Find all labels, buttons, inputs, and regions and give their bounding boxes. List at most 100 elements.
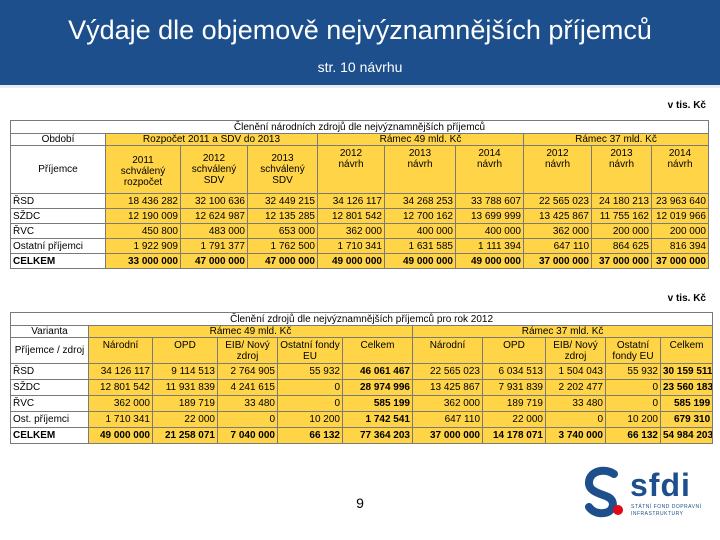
cell: 679 310: [659, 411, 714, 428]
cell: 864 625: [591, 238, 652, 254]
cell: 54 984 203: [659, 427, 714, 444]
national-sources-table: Členění národních zdrojů dle nejvýznamně…: [10, 120, 709, 269]
header-divider: [0, 85, 720, 88]
cell: 22 000: [152, 411, 218, 428]
row-label: CELKEM: [10, 427, 89, 444]
header-sub: schválený: [191, 164, 237, 175]
header-narodni: Národní: [412, 337, 483, 364]
cell: 0: [217, 411, 278, 428]
cell: 12 019 966: [651, 208, 709, 224]
cell: 49 000 000: [317, 253, 385, 269]
table1-caption: Členění národních zdrojů dle nejvýznamně…: [10, 120, 709, 134]
cell: 37 000 000: [651, 253, 709, 269]
unit-label-2: v tis. Kč: [667, 293, 706, 304]
cell: 47 000 000: [247, 253, 318, 269]
cell: 12 801 542: [317, 208, 385, 224]
cell: 30 159 511: [659, 363, 714, 380]
cell: 12 801 542: [88, 379, 153, 396]
header-eib: EIB/ Nový zdroj: [545, 337, 606, 364]
cell: 362 000: [523, 223, 592, 239]
header-year: 2013: [408, 148, 432, 159]
cell: 34 126 117: [317, 193, 385, 209]
header-eib: EIB/ Nový zdroj: [217, 337, 278, 364]
header-2013-navrh-37: 2013 návrh: [591, 145, 652, 194]
table2-caption: Členění zdrojů dle nejvýznamnějších příj…: [9, 312, 714, 326]
table-row-total: CELKEM 33 000 000 47 000 000 47 000 000 …: [10, 253, 709, 269]
logo-tagline: STÁTNÍ FOND DOPRAVNÍ INFRASTRUKTURY: [631, 504, 701, 518]
sfdi-s-icon: [585, 466, 623, 518]
cell: 12 624 987: [180, 208, 248, 224]
header-year: 2013: [610, 148, 633, 159]
cell: 12 190 009: [105, 208, 181, 224]
header-2014-navrh-37: 2014 návrh: [651, 145, 709, 194]
cell: 362 000: [412, 395, 483, 412]
cell: 37 000 000: [591, 253, 652, 269]
header-2013-sdv: 2013 schválený SDV: [247, 145, 318, 194]
header-ramec-37: Rámec 37 mld. Kč: [411, 325, 714, 338]
header-2012-navrh-49: 2012 návrh: [317, 145, 385, 194]
cell: 653 000: [247, 223, 318, 239]
header-year: 2013: [271, 153, 294, 164]
row-label: ŘSD: [10, 193, 106, 209]
cell: 21 258 071: [152, 427, 218, 444]
cell: 33 480: [545, 395, 606, 412]
header-celkem: Celkem: [342, 337, 413, 364]
row-label: ŘSD: [10, 363, 89, 380]
cell: 12 700 162: [384, 208, 456, 224]
cell: 2 202 477: [545, 379, 606, 396]
cell: 22 565 023: [412, 363, 483, 380]
logo-brand: sfdi: [630, 467, 691, 503]
cell: 0: [545, 411, 606, 428]
header-sub: schválený: [260, 164, 305, 175]
cell: 0: [277, 395, 343, 412]
row-label: ŘVC: [10, 395, 89, 412]
header-2011-year: 2011: [132, 155, 154, 166]
cell: 11 755 162: [591, 208, 652, 224]
cell: 0: [277, 379, 343, 396]
cell: 1 504 043: [545, 363, 606, 380]
cell: 46 061 467: [342, 363, 413, 380]
header-year: 2012: [202, 153, 226, 164]
cell: 32 449 215: [247, 193, 318, 209]
cell: 1 922 909: [105, 238, 181, 254]
header-2012-navrh-37: 2012 návrh: [523, 145, 592, 194]
logo-tagline-1: STÁTNÍ FOND DOPRAVNÍ: [631, 504, 702, 510]
cell: 7 931 839: [482, 379, 546, 396]
cell: 77 364 203: [342, 427, 413, 444]
cell: 1 631 585: [384, 238, 456, 254]
header-2011: 2011 schválený rozpočet: [105, 145, 181, 194]
table-row: SŽDC 12 801 542 11 931 839 4 241 615 0 2…: [10, 379, 714, 396]
cell: 7 040 000: [217, 427, 278, 444]
header-celkem: Celkem: [659, 337, 714, 364]
table-row: ŘSD 34 126 117 9 114 513 2 764 905 55 93…: [10, 363, 714, 380]
header-sub2: SDV: [203, 175, 225, 186]
slide-title: Výdaje dle objemově nejvýznamnějších pří…: [68, 15, 652, 45]
header-ostatni: Ostatní fondy EU: [605, 337, 661, 364]
header-prijemce-zdroj: Příjemce / zdroj: [10, 337, 89, 364]
cell: 0: [605, 379, 661, 396]
cell: 400 000: [455, 223, 524, 239]
cell: 33 480: [217, 395, 278, 412]
cell: 22 565 023: [523, 193, 592, 209]
cell: 14 178 071: [482, 427, 546, 444]
cell: 585 199: [659, 395, 714, 412]
header-2012-sdv: 2012 schválený SDV: [180, 145, 248, 194]
cell: 12 135 285: [247, 208, 318, 224]
header-sub: návrh: [608, 159, 634, 170]
header-ramec-49: Rámec 49 mld. Kč: [317, 133, 524, 146]
slide-header: Výdaje dle objemově nejvýznamnějších pří…: [0, 0, 720, 88]
logo-tagline-2: INFRASTRUKTURY: [631, 511, 684, 517]
header-year: 2012: [546, 148, 569, 159]
cell: 9 114 513: [152, 363, 218, 380]
cell: 22 000: [482, 411, 546, 428]
cell: 2 764 905: [217, 363, 278, 380]
header-2014-navrh-49: 2014 návrh: [455, 145, 524, 194]
header-sub: návrh: [476, 159, 502, 170]
header-opd: OPD: [482, 337, 546, 364]
cell: 33 788 607: [455, 193, 524, 209]
header-year: 2014: [478, 148, 501, 159]
table-row: ŘVC 362 000 189 719 33 480 0 585 199 362…: [10, 395, 714, 412]
cell: 483 000: [180, 223, 248, 239]
header-sub2: SDV: [272, 175, 293, 186]
cell: 585 199: [342, 395, 413, 412]
